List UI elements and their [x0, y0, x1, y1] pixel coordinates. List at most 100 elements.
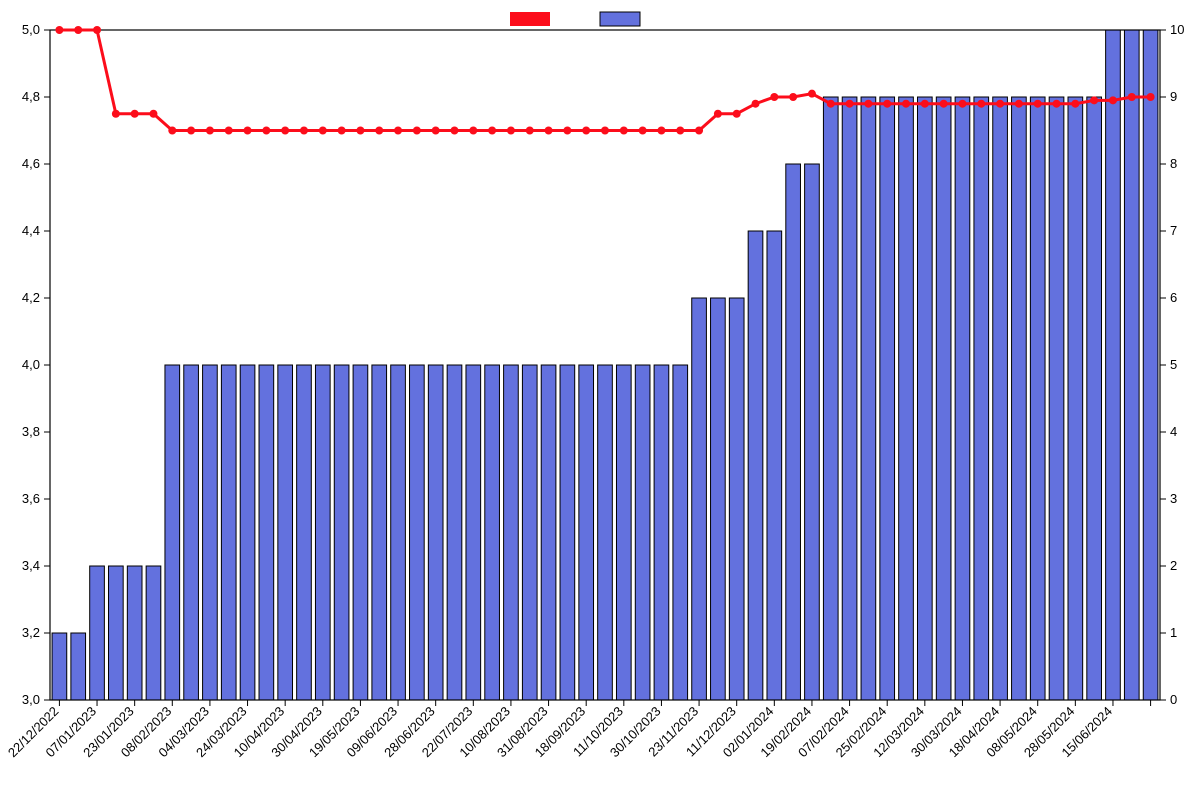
bar [616, 365, 631, 700]
line-marker [262, 127, 270, 135]
bar [428, 365, 443, 700]
line-marker [1053, 100, 1061, 108]
line-marker [526, 127, 534, 135]
bar [184, 365, 199, 700]
bar [522, 365, 537, 700]
y-left-tick-label: 4,4 [22, 223, 40, 238]
bar [52, 633, 67, 700]
bar [240, 365, 255, 700]
bar [729, 298, 744, 700]
bar [842, 97, 857, 700]
bar [899, 97, 914, 700]
bar [504, 365, 519, 700]
bar [334, 365, 349, 700]
bar [447, 365, 462, 700]
y-right-tick-label: 0 [1170, 692, 1177, 707]
bar [711, 298, 726, 700]
chart-svg: 3,03,23,43,63,84,04,24,44,64,85,00123456… [0, 0, 1200, 800]
bar [861, 97, 876, 700]
legend-swatch-bar [600, 12, 640, 26]
line-marker [1015, 100, 1023, 108]
y-right-tick-label: 2 [1170, 558, 1177, 573]
line-marker [1109, 96, 1117, 104]
line-marker [563, 127, 571, 135]
line-marker [733, 110, 741, 118]
line-marker [488, 127, 496, 135]
line-marker [375, 127, 383, 135]
line-marker [940, 100, 948, 108]
bar [1012, 97, 1027, 700]
line-marker [883, 100, 891, 108]
bar [541, 365, 556, 700]
line-marker [582, 127, 590, 135]
bar [673, 365, 688, 700]
line-marker [112, 110, 120, 118]
bar [1068, 97, 1083, 700]
line-marker [921, 100, 929, 108]
line-marker [74, 26, 82, 34]
bar [353, 365, 368, 700]
bar [1124, 30, 1139, 700]
y-left-tick-label: 3,4 [22, 558, 40, 573]
line-marker [996, 100, 1004, 108]
bar [278, 365, 293, 700]
line-marker [300, 127, 308, 135]
line-marker [958, 100, 966, 108]
bar [410, 365, 425, 700]
line-marker [338, 127, 346, 135]
line-marker [752, 100, 760, 108]
y-right-tick-label: 6 [1170, 290, 1177, 305]
line-marker [93, 26, 101, 34]
y-left-tick-label: 3,6 [22, 491, 40, 506]
bar [654, 365, 669, 700]
line-marker [149, 110, 157, 118]
bar [823, 97, 838, 700]
bar [917, 97, 932, 700]
line-marker [676, 127, 684, 135]
line-marker [1034, 100, 1042, 108]
line-marker [770, 93, 778, 101]
y-left-tick-label: 4,0 [22, 357, 40, 372]
line-marker [864, 100, 872, 108]
bar [259, 365, 274, 700]
bar [391, 365, 406, 700]
bar [71, 633, 86, 700]
bar [372, 365, 387, 700]
bar [1030, 97, 1045, 700]
bar [466, 365, 481, 700]
line-marker [206, 127, 214, 135]
bar [955, 97, 970, 700]
y-right-tick-label: 5 [1170, 357, 1177, 372]
line-marker [902, 100, 910, 108]
line-marker [601, 127, 609, 135]
line-marker [507, 127, 515, 135]
line-marker [1090, 96, 1098, 104]
line-marker [356, 127, 364, 135]
bar [936, 97, 951, 700]
line-marker [281, 127, 289, 135]
y-left-tick-label: 4,8 [22, 89, 40, 104]
y-right-tick-label: 8 [1170, 156, 1177, 171]
y-left-tick-label: 3,0 [22, 692, 40, 707]
bar [560, 365, 575, 700]
y-right-tick-label: 3 [1170, 491, 1177, 506]
y-right-tick-label: 9 [1170, 89, 1177, 104]
bar [203, 365, 218, 700]
bar [127, 566, 142, 700]
bar [146, 566, 161, 700]
y-right-tick-label: 1 [1170, 625, 1177, 640]
y-left-tick-label: 5,0 [22, 22, 40, 37]
y-right-tick-label: 4 [1170, 424, 1177, 439]
line-marker [695, 127, 703, 135]
bar [767, 231, 782, 700]
line-marker [789, 93, 797, 101]
bar [485, 365, 500, 700]
bar [805, 164, 820, 700]
line-marker [225, 127, 233, 135]
y-left-tick-label: 3,2 [22, 625, 40, 640]
bar [221, 365, 236, 700]
bar [598, 365, 613, 700]
bar [993, 97, 1008, 700]
bar [786, 164, 801, 700]
line-marker [432, 127, 440, 135]
